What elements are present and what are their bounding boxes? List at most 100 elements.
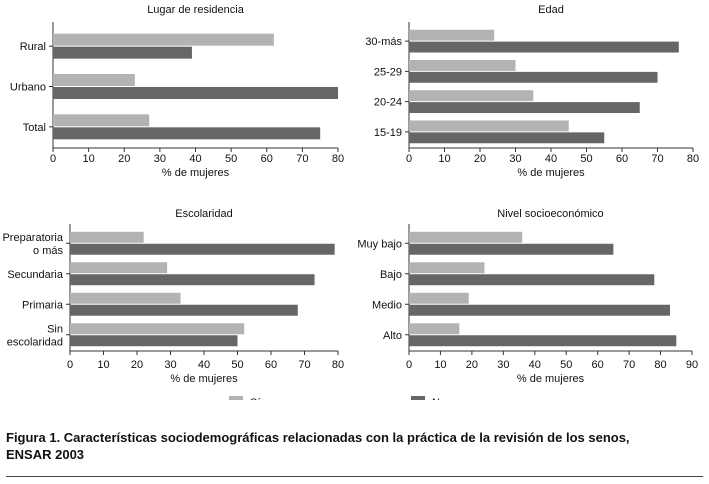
category-label: 30-más <box>365 36 402 48</box>
x-tick-label: 40 <box>529 359 541 371</box>
bar-no <box>409 304 670 316</box>
x-tick-label: 20 <box>474 153 486 165</box>
x-axis-label: % de mujeres <box>162 167 230 179</box>
bar-si <box>70 262 168 274</box>
bar-no <box>70 274 315 286</box>
x-tick-label: 80 <box>332 359 344 371</box>
chart-panel-edad: Edad 0 10 20 30 40 50 60 70 80 % de mujeres 30-más 2… <box>365 4 699 179</box>
caption-line-1: Figura 1. Características sociodemográfi… <box>6 430 630 445</box>
x-axis-label: % de mujeres <box>517 167 585 179</box>
legend-label-si: Sí <box>250 397 260 400</box>
category-label: 25-29 <box>374 66 402 78</box>
legend-label-no: No <box>432 397 446 400</box>
x-tick-label: 50 <box>560 359 572 371</box>
caption-line-2: ENSAR 2003 <box>6 447 85 462</box>
category-label: Sin <box>47 323 63 335</box>
x-axis-label: % de mujeres <box>517 373 585 385</box>
bar-no <box>409 132 605 144</box>
bar-no <box>409 41 679 53</box>
x-tick-label: 80 <box>654 359 666 371</box>
bar-no <box>409 243 614 255</box>
bar-si <box>409 90 534 102</box>
category-label: Primaria <box>22 299 64 311</box>
x-tick-label: 10 <box>83 153 95 165</box>
x-tick-label: 40 <box>198 359 210 371</box>
x-tick-label: 40 <box>189 153 201 165</box>
bar-no <box>409 335 677 347</box>
bar-no <box>70 304 298 316</box>
x-tick-label: 60 <box>261 153 273 165</box>
x-tick-label: 80 <box>332 153 344 165</box>
bar-si <box>53 74 135 86</box>
bar-no <box>53 46 192 59</box>
x-tick-label: 60 <box>592 359 604 371</box>
bar-no <box>409 71 658 83</box>
x-tick-label: 30 <box>497 359 509 371</box>
bar-si <box>409 29 495 41</box>
x-tick-label: 70 <box>623 359 635 371</box>
x-tick-label: 30 <box>509 153 521 165</box>
x-tick-label: 20 <box>466 359 478 371</box>
bar-si <box>53 114 150 127</box>
category-label: Total <box>23 122 46 134</box>
figure-canvas: Lugar de residencia 0 10 20 30 40 50 60 70 80 % de… <box>2 4 699 400</box>
bar-no <box>53 87 338 99</box>
legend-swatch-no <box>411 396 425 400</box>
x-tick-label: 0 <box>406 153 412 165</box>
chart-title: Nivel socioeconómico <box>497 208 603 220</box>
x-tick-label: 20 <box>118 153 130 165</box>
legend: Sí No <box>229 396 446 400</box>
bar-no <box>53 127 321 140</box>
bar-si <box>70 231 144 243</box>
chart-title: Lugar de residencia <box>147 4 245 16</box>
chart-title: Escolaridad <box>175 208 232 220</box>
x-tick-label: 20 <box>131 359 143 371</box>
category-label: Preparatoria <box>2 232 63 244</box>
figure-caption: Figura 1. Características sociodemográfi… <box>6 429 696 463</box>
bar-no <box>409 102 640 114</box>
x-tick-label: 40 <box>545 153 557 165</box>
category-label: 20-24 <box>374 97 402 109</box>
category-label: 15-19 <box>374 127 402 139</box>
x-tick-label: 80 <box>687 153 699 165</box>
legend-swatch-si <box>229 396 243 400</box>
x-tick-label: 0 <box>50 153 56 165</box>
category-label: escolaridad <box>7 336 63 348</box>
bar-si <box>409 323 460 335</box>
category-label: Muy bajo <box>357 238 402 250</box>
bar-si <box>53 33 274 46</box>
x-tick-label: 60 <box>616 153 628 165</box>
category-label: Medio <box>372 299 402 311</box>
x-tick-label: 30 <box>164 359 176 371</box>
x-tick-label: 90 <box>686 359 698 371</box>
bar-si <box>409 231 523 243</box>
category-label: Secundaria <box>7 269 64 281</box>
bar-no <box>70 335 238 347</box>
x-tick-label: 10 <box>434 359 446 371</box>
bar-si <box>409 59 516 71</box>
chart-panel-nivel-socioeconomico: Nivel socioeconómico 0 10 20 30 40 50 60 70 80 90%… <box>357 208 698 385</box>
category-label: o más <box>33 245 63 257</box>
x-tick-label: 0 <box>406 359 412 371</box>
chart-title: Edad <box>538 4 564 16</box>
chart-panel-escolaridad: Escolaridad 0 10 20 30 40 50 60 70 80 % de mujeres… <box>2 208 344 385</box>
x-tick-label: 10 <box>438 153 450 165</box>
x-tick-label: 50 <box>225 153 237 165</box>
bar-si <box>70 292 181 304</box>
x-tick-label: 0 <box>67 359 73 371</box>
category-label: Urbano <box>10 82 46 94</box>
category-label: Alto <box>383 330 402 342</box>
category-label: Rural <box>20 41 46 53</box>
bar-no <box>70 243 335 255</box>
x-tick-label: 30 <box>154 153 166 165</box>
bar-si <box>409 292 469 304</box>
x-tick-label: 50 <box>231 359 243 371</box>
bar-si <box>70 323 245 335</box>
x-tick-label: 70 <box>651 153 663 165</box>
bar-si <box>409 262 485 274</box>
x-axis-label: % de mujeres <box>170 373 238 385</box>
chart-panel-lugar-de-residencia: Lugar de residencia 0 10 20 30 40 50 60 70 80 % de… <box>10 4 344 179</box>
bar-no <box>409 274 655 286</box>
category-label: Bajo <box>380 269 402 281</box>
x-tick-label: 50 <box>580 153 592 165</box>
